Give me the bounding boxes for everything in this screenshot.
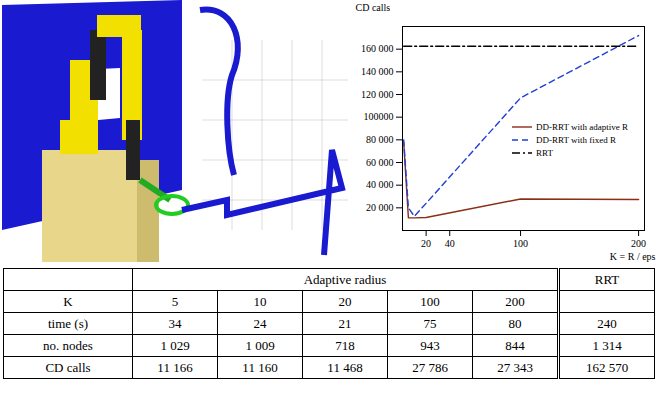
- html-text:27 343: 27 343: [497, 359, 533, 375]
- html-text:1 029: 1 029: [160, 337, 190, 353]
- html-text:20: 20: [338, 293, 352, 309]
- html-text:21: 21: [338, 315, 352, 331]
- svg-text:140 000: 140 000: [361, 66, 394, 77]
- html-text:11 166: 11 166: [157, 359, 193, 375]
- svg-text:100000: 100000: [364, 111, 394, 122]
- html-text:240: 240: [597, 315, 617, 331]
- html-text:RRT: RRT: [536, 147, 553, 158]
- svg-text:40 000: 40 000: [366, 179, 394, 190]
- svg-text:20: 20: [421, 238, 431, 249]
- svg-text:CD calls: CD calls: [356, 2, 391, 13]
- html-text:100: 100: [420, 293, 440, 309]
- html-text:162 570: 162 570: [585, 359, 629, 375]
- html-text:943: 943: [420, 337, 440, 353]
- html-text:DD-RRT with fixed R: DD-RRT with fixed R: [536, 134, 616, 145]
- html-text:DD-RRT with adaptive R: DD-RRT with adaptive R: [536, 121, 628, 132]
- html-text:Adaptive radius: Adaptive radius: [303, 271, 387, 287]
- html-text:5: 5: [171, 293, 179, 309]
- html-text:75: 75: [423, 315, 437, 331]
- svg-text:200: 200: [631, 238, 646, 249]
- html-text:200: 200: [505, 293, 525, 309]
- html-text:time (s): time (s): [48, 315, 88, 331]
- svg-text:40: 40: [445, 238, 455, 249]
- html-text:RRT: RRT: [594, 271, 620, 287]
- svg-text:K = R / eps: K = R / eps: [610, 251, 656, 262]
- html-text:CD calls: CD calls: [45, 359, 91, 375]
- html-text:10: 10: [253, 293, 267, 309]
- svg-text:20 000: 20 000: [366, 202, 394, 213]
- svg-text:80 000: 80 000: [366, 134, 394, 145]
- html-text:844: 844: [505, 337, 525, 353]
- html-text:27 786: 27 786: [412, 359, 448, 375]
- html-text:34: 34: [168, 315, 182, 331]
- html-text:11 160: 11 160: [242, 359, 278, 375]
- svg-text:120 000: 120 000: [361, 89, 394, 100]
- html-text:1 009: 1 009: [245, 337, 275, 353]
- svg-text:60 000: 60 000: [366, 157, 394, 168]
- svg-text:160 000: 160 000: [361, 43, 394, 54]
- html-text:718: 718: [335, 337, 355, 353]
- html-text:11 468: 11 468: [327, 359, 363, 375]
- svg-text:100: 100: [513, 238, 528, 249]
- html-text:K: K: [63, 293, 73, 309]
- html-text:no. nodes: no. nodes: [43, 337, 93, 353]
- html-text:24: 24: [253, 315, 267, 331]
- html-text:1 314: 1 314: [592, 337, 622, 353]
- html-text:80: 80: [508, 315, 522, 331]
